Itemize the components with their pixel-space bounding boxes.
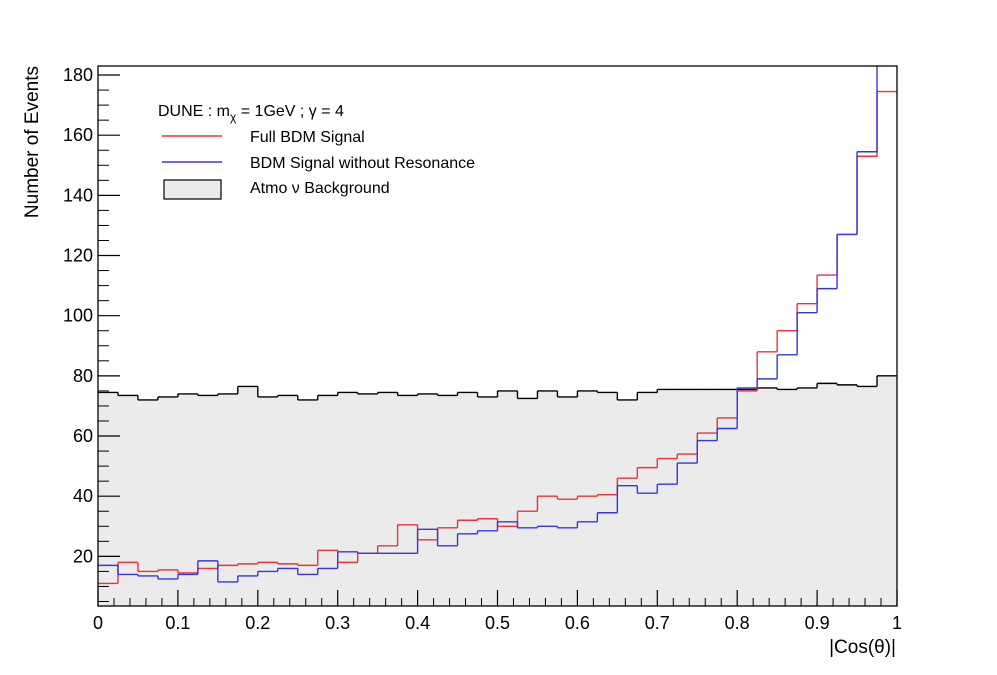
x-tick-label: 0.5	[485, 613, 510, 633]
legend-label-bdm-no-resonance: BDM Signal without Resonance	[250, 155, 475, 172]
series-0	[98, 90, 897, 585]
y-axis-title: Number of Events	[22, 66, 43, 218]
legend: DUNE : mχ = 1GeV ; γ = 4 Full BDM Signal…	[158, 103, 475, 200]
y-tick-label: 100	[63, 306, 93, 326]
x-tick-label: 0.7	[645, 613, 670, 633]
y-tick-label: 60	[73, 426, 93, 446]
x-axis-title: |Cos(θ)|	[829, 637, 896, 658]
x-tick-label: 0.1	[165, 613, 190, 633]
legend-header: DUNE : mχ = 1GeV ; γ = 4	[158, 103, 344, 124]
legend-label-atmo-background: Atmo ν Background	[250, 180, 390, 197]
x-tick-label: 0.2	[245, 613, 270, 633]
y-tick-label: 180	[63, 65, 93, 85]
y-tick-label: 40	[73, 486, 93, 506]
x-tick-label: 0.4	[405, 613, 430, 633]
x-tick-label: 0.6	[565, 613, 590, 633]
y-tick-label: 80	[73, 366, 93, 386]
y-tick-label: 120	[63, 246, 93, 266]
y-tick-label: 20	[73, 546, 93, 566]
legend-label-full-bdm: Full BDM Signal	[250, 129, 365, 146]
x-tick-label: 0.8	[725, 613, 750, 633]
series-1	[98, 66, 878, 583]
x-tick-label: 0	[93, 613, 103, 633]
y-tick-label: 140	[63, 185, 93, 205]
x-tick-label: 1	[892, 613, 902, 633]
y-tick-label: 160	[63, 125, 93, 145]
x-tick-label: 0.3	[325, 613, 350, 633]
legend-marker-atmo-background	[163, 179, 222, 200]
x-tick-label: 0.9	[805, 613, 830, 633]
